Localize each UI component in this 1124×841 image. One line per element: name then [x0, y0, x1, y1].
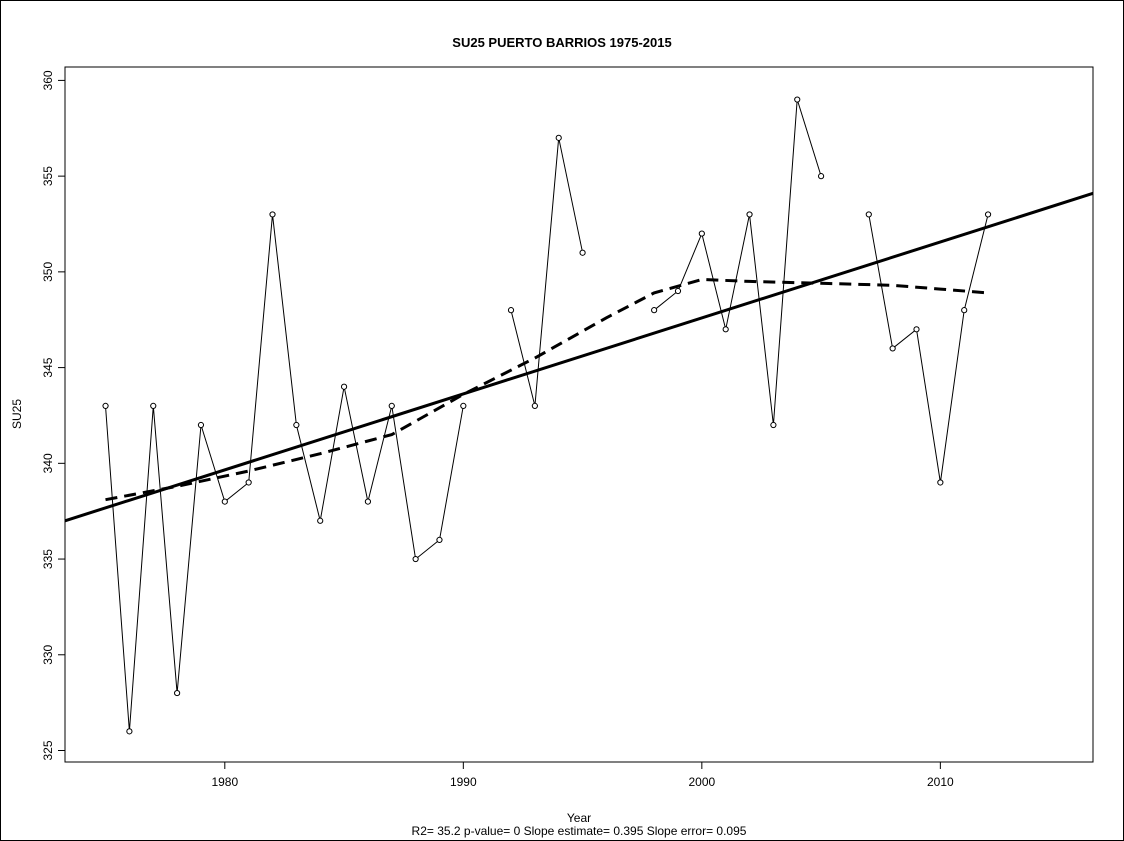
- x-tick-label: 1980: [211, 775, 238, 789]
- data-point: [937, 479, 944, 486]
- observed-line-segment: [105, 214, 464, 732]
- data-point: [746, 211, 753, 218]
- data-point: [412, 555, 419, 563]
- data-point: [555, 134, 562, 141]
- data-point: [460, 402, 467, 409]
- data-point: [174, 689, 181, 697]
- data-point: [102, 402, 109, 409]
- data-point: [126, 728, 133, 735]
- y-axis: 325 330 335 340 345 350 355 360: [41, 70, 65, 761]
- data-point: [340, 383, 348, 390]
- data-point: [269, 211, 276, 218]
- y-tick-label: 335: [41, 549, 55, 569]
- x-axis-label: Year: [567, 811, 591, 825]
- y-axis-label: SU25: [10, 399, 24, 429]
- linear-trend-series: [64, 191, 1094, 523]
- y-tick-label: 360: [41, 70, 55, 90]
- chart-title: SU25 PUERTO BARRIOS 1975-2015: [452, 35, 671, 50]
- x-tick-label: 1990: [450, 775, 477, 789]
- x-axis: 1980 1990 2000 2010: [211, 762, 954, 789]
- data-point: [436, 536, 443, 544]
- observed-line-segment: [868, 214, 989, 483]
- data-point: [817, 173, 825, 180]
- observed-points: [102, 96, 992, 735]
- data-point: [245, 479, 252, 486]
- data-point: [507, 307, 515, 314]
- data-point: [889, 345, 896, 352]
- data-point: [197, 421, 205, 429]
- data-point: [651, 307, 658, 314]
- data-point: [794, 96, 801, 103]
- observed-series: [105, 99, 989, 732]
- y-tick-label: 325: [41, 740, 55, 760]
- data-point: [698, 230, 705, 237]
- data-point: [770, 421, 777, 429]
- x-tick-label: 2010: [927, 775, 954, 789]
- data-point: [722, 326, 729, 333]
- y-tick-label: 355: [41, 166, 55, 186]
- plot-area: [64, 66, 1094, 763]
- data-point: [150, 402, 157, 409]
- data-point: [674, 287, 682, 295]
- data-point: [984, 211, 992, 218]
- regression-stats: R2= 35.2 p-value= 0 Slope estimate= 0.39…: [412, 824, 747, 838]
- observed-line-segment: [510, 137, 584, 407]
- smooth-trend-series: [105, 277, 989, 502]
- y-tick-label: 350: [41, 262, 55, 282]
- observed-line-segment: [653, 99, 822, 426]
- data-point: [961, 307, 968, 314]
- y-tick-label: 340: [41, 453, 55, 473]
- data-point: [317, 517, 324, 524]
- smooth-trend-line: [105, 277, 989, 502]
- data-point: [293, 421, 300, 429]
- linear-trend-line: [64, 191, 1094, 523]
- data-point: [364, 498, 372, 505]
- data-point: [865, 211, 872, 218]
- x-tick-label: 2000: [688, 775, 715, 789]
- data-point: [388, 402, 395, 409]
- y-tick-label: 330: [41, 644, 55, 664]
- y-tick-label: 345: [41, 357, 55, 377]
- data-point: [913, 326, 920, 333]
- data-point: [221, 498, 228, 505]
- data-point: [579, 249, 586, 256]
- data-point: [531, 402, 538, 409]
